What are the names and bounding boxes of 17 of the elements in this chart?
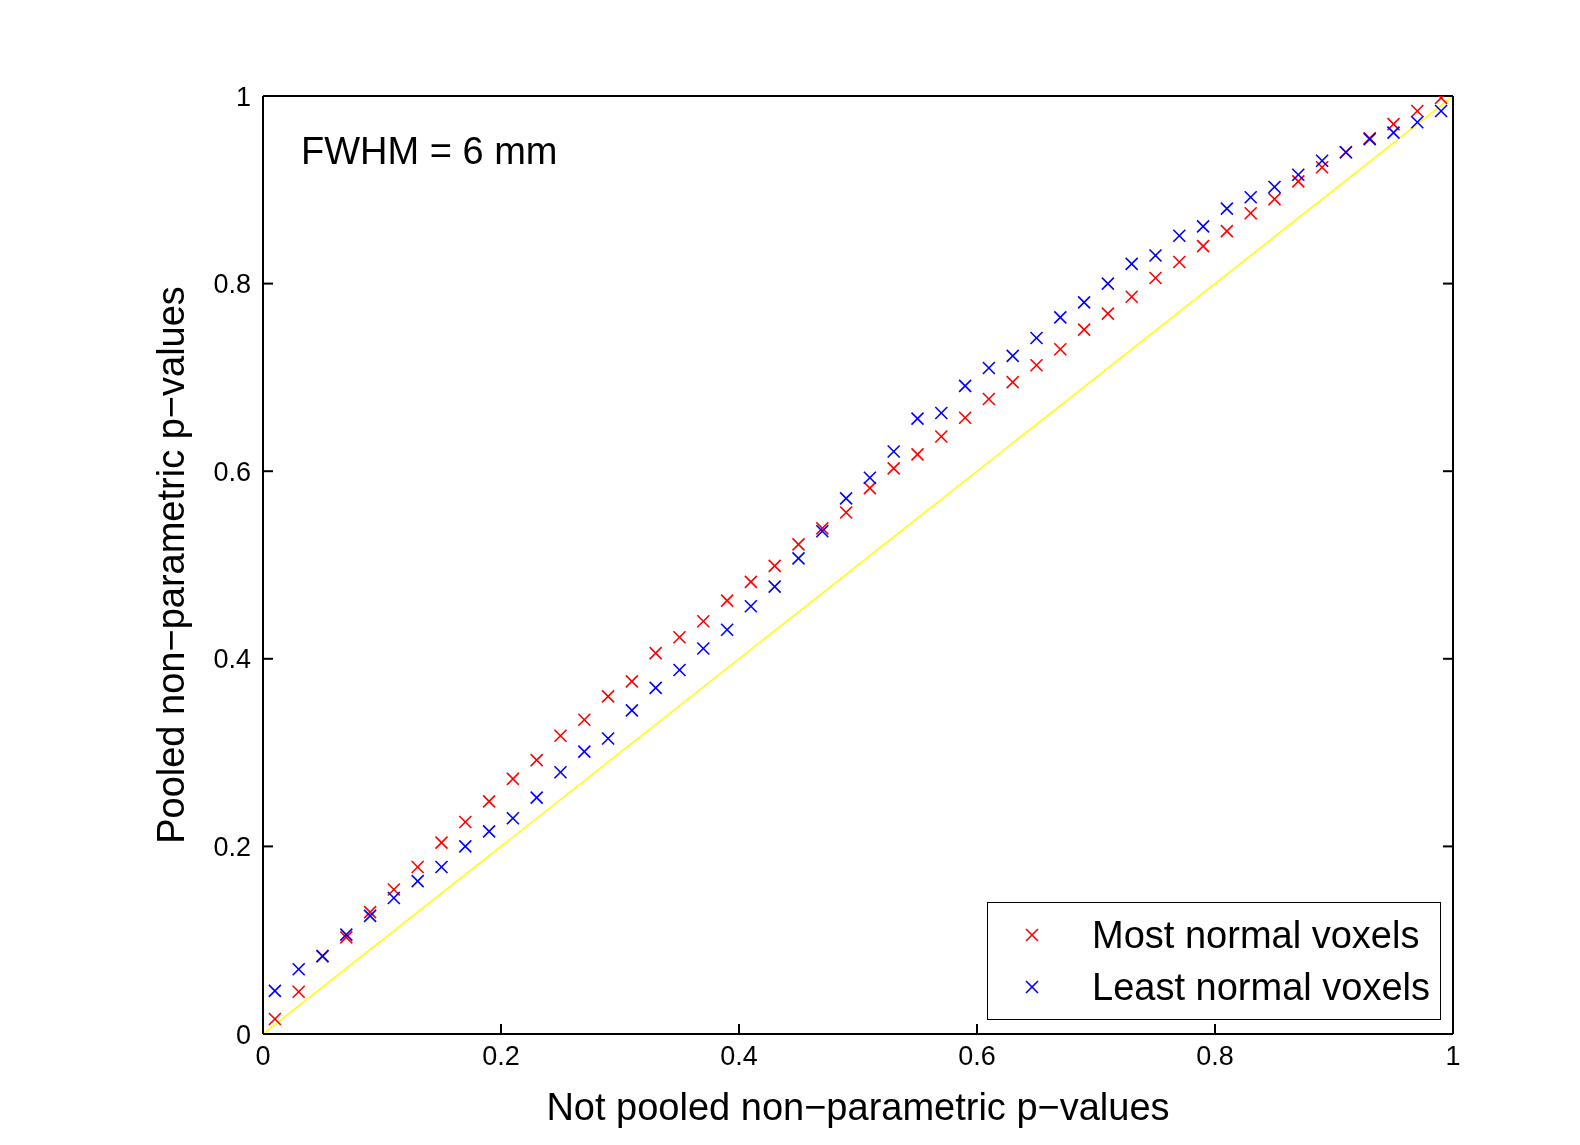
y-tick-label: 0.4 [213, 644, 251, 675]
x-tick-label: 1 [1445, 1041, 1461, 1072]
y-tick-label: 1 [235, 81, 251, 112]
annotation: FWHM = 6 mm [301, 130, 558, 173]
y-axis-title: Pooled non−parametric p−values [150, 286, 193, 844]
x-tick-label: 0 [255, 1041, 271, 1072]
legend-label: Most normal voxels [1092, 913, 1420, 958]
x-tick-label: 0.6 [958, 1041, 996, 1072]
y-tick-label: 0 [235, 1019, 251, 1050]
legend-label: Least normal voxels [1092, 965, 1430, 1010]
x-axis-title: Not pooled non−parametric p−values [546, 1086, 1170, 1128]
x-tick-label: 0.2 [482, 1041, 520, 1072]
y-tick-label: 0.8 [213, 269, 251, 300]
x-tick-label: 0.8 [1196, 1041, 1234, 1072]
y-tick-label: 0.6 [213, 456, 251, 487]
y-tick-label: 0.2 [213, 831, 251, 862]
x-tick-label: 0.4 [720, 1041, 758, 1072]
